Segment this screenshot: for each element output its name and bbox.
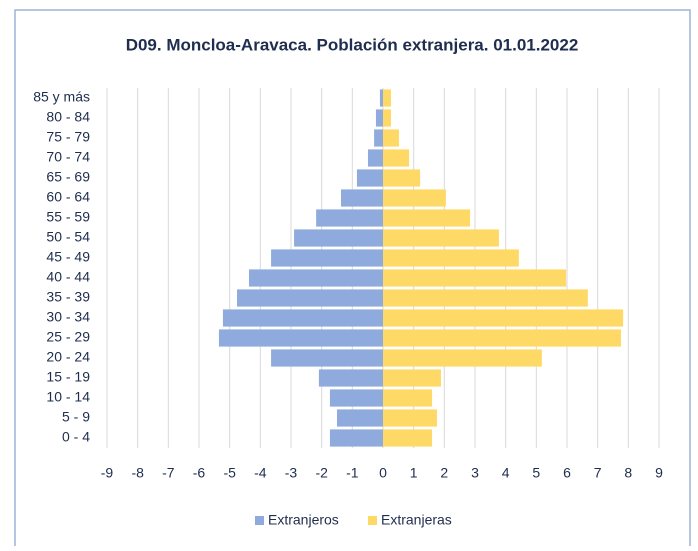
bar (271, 249, 383, 267)
y-tick-label: 5 - 9 (62, 409, 90, 425)
x-tick-label: -1 (346, 465, 359, 481)
x-tick-label: -4 (254, 465, 267, 481)
bar (383, 229, 499, 247)
bar (218, 329, 383, 347)
x-tick-label: -2 (315, 465, 328, 481)
x-tick-label: 8 (624, 465, 632, 481)
bar (374, 129, 383, 147)
bar (383, 409, 437, 427)
x-tick-label: 0 (379, 465, 387, 481)
bar (383, 389, 433, 407)
bar (271, 349, 383, 367)
y-tick-label: 60 - 64 (46, 189, 90, 205)
bar (383, 89, 391, 107)
bar (329, 429, 383, 447)
x-tick-label: -5 (223, 465, 236, 481)
y-tick-label: 30 - 34 (46, 309, 90, 325)
bar (383, 269, 567, 287)
bar (237, 289, 383, 307)
y-tick-label: 70 - 74 (46, 149, 90, 165)
y-tick-label: 25 - 29 (46, 329, 90, 345)
bar (383, 129, 399, 147)
legend-swatch (368, 516, 377, 525)
y-tick-label: 40 - 44 (46, 269, 90, 285)
bar (248, 269, 383, 287)
y-tick-label: 65 - 69 (46, 169, 90, 185)
y-tick-label: 55 - 59 (46, 209, 90, 225)
bar (383, 329, 621, 347)
y-tick-label: 10 - 14 (46, 389, 90, 405)
bar (316, 209, 383, 227)
y-tick-label: 45 - 49 (46, 249, 90, 265)
bar (383, 109, 391, 127)
y-tick-label: 0 - 4 (62, 429, 90, 445)
x-tick-label: 1 (410, 465, 418, 481)
bar (222, 309, 383, 327)
bar (383, 169, 421, 187)
x-tick-label: 3 (471, 465, 479, 481)
bar (337, 409, 383, 427)
legend-swatch (255, 516, 264, 525)
bar (383, 149, 410, 167)
x-tick-label: -3 (285, 465, 298, 481)
x-tick-label: -7 (162, 465, 175, 481)
y-tick-label: 85 y más (33, 89, 90, 105)
y-tick-label: 20 - 24 (46, 349, 90, 365)
bar (318, 369, 383, 387)
legend-label: Extranjeros (268, 512, 339, 528)
y-tick-label: 75 - 79 (46, 129, 90, 145)
bar (356, 169, 383, 187)
x-tick-label: -6 (193, 465, 206, 481)
bar (375, 109, 383, 127)
bar (340, 189, 383, 207)
bar (367, 149, 383, 167)
bar (383, 249, 519, 267)
bar (383, 309, 624, 327)
chart-title: D09. Moncloa-Aravaca. Población extranje… (126, 35, 579, 54)
bar (383, 429, 433, 447)
x-tick-label: 2 (440, 465, 448, 481)
y-tick-label: 80 - 84 (46, 109, 90, 125)
bar (379, 89, 383, 107)
x-tick-label: 6 (563, 465, 571, 481)
x-tick-label: -9 (101, 465, 114, 481)
legend-label: Extranjeras (381, 512, 452, 528)
x-tick-label: 5 (532, 465, 540, 481)
y-tick-label: 50 - 54 (46, 229, 90, 245)
bar (383, 189, 446, 207)
x-tick-label: -8 (131, 465, 144, 481)
bar (294, 229, 383, 247)
x-tick-label: 7 (594, 465, 602, 481)
bar (383, 289, 588, 307)
bar (383, 209, 471, 227)
bar (383, 369, 441, 387)
y-tick-label: 35 - 39 (46, 289, 90, 305)
bar (329, 389, 383, 407)
bar (383, 349, 542, 367)
x-tick-label: 4 (502, 465, 510, 481)
x-tick-label: 9 (655, 465, 663, 481)
y-tick-label: 15 - 19 (46, 369, 90, 385)
